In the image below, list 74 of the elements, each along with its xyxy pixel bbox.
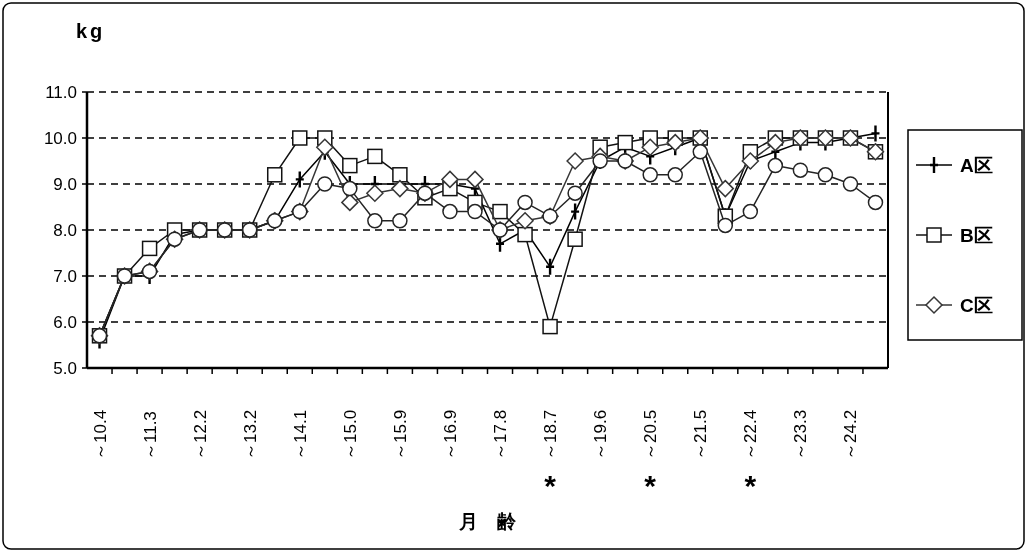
point — [542, 318, 558, 335]
y-tick-label: 6.0 — [53, 313, 77, 332]
point — [767, 157, 784, 174]
legend-label: C区 — [960, 295, 993, 316]
point — [517, 194, 533, 211]
point — [517, 226, 533, 243]
x-tick-label: ～24.2 — [841, 409, 861, 460]
y-tick-label: 8.0 — [53, 221, 77, 240]
x-axis-title: 月 齢 — [458, 511, 517, 532]
point — [867, 194, 884, 211]
point — [567, 185, 583, 201]
point — [391, 179, 409, 198]
y-tick-label: 7.0 — [53, 267, 77, 286]
point — [392, 167, 408, 183]
x-tick-label: ～21.5 — [691, 409, 711, 460]
text: * — [644, 469, 657, 502]
point — [592, 153, 608, 169]
point — [317, 176, 333, 192]
legend-label: A区 — [960, 155, 993, 176]
point — [466, 170, 484, 189]
point — [742, 203, 759, 220]
x-tick-label: ～10.4 — [90, 409, 110, 460]
point — [442, 203, 458, 220]
x-tick-label: ～17.8 — [491, 409, 511, 460]
point — [692, 144, 709, 160]
y-tick-label: 5.0 — [53, 359, 77, 378]
point — [716, 179, 735, 198]
x-tick-label: ～18.7 — [541, 409, 561, 460]
legend-label: B区 — [960, 225, 993, 246]
point — [792, 162, 809, 178]
point — [367, 148, 383, 165]
point — [342, 157, 358, 174]
point — [141, 240, 158, 257]
point — [441, 170, 459, 189]
x-tick-label: ～16.9 — [440, 409, 460, 460]
point — [642, 167, 658, 183]
point — [842, 176, 859, 192]
point — [817, 167, 834, 183]
x-tick-label: ～15.9 — [390, 409, 410, 460]
x-tick-label: ～13.2 — [240, 409, 260, 460]
point — [666, 133, 684, 152]
point — [717, 217, 734, 234]
point — [467, 203, 483, 220]
x-tick-label: ～23.3 — [791, 409, 811, 460]
point — [266, 167, 283, 183]
point — [492, 203, 508, 220]
point — [741, 152, 760, 170]
y-tick-label: 9.0 — [53, 175, 77, 194]
point — [342, 180, 358, 197]
y-tick-label: 11.0 — [45, 83, 77, 102]
x-tick-label: ～14.1 — [290, 409, 310, 460]
point — [516, 212, 534, 230]
point — [617, 134, 633, 151]
point — [392, 213, 408, 229]
x-tick-label: ～15.0 — [340, 409, 360, 460]
text: * — [544, 469, 557, 502]
point — [367, 213, 383, 229]
point — [667, 167, 683, 183]
point — [366, 184, 384, 202]
point — [316, 138, 334, 156]
point — [567, 231, 583, 247]
y-axis-title: kg — [76, 20, 106, 42]
x-tick-label: ～20.5 — [641, 409, 661, 460]
point — [766, 133, 785, 152]
point — [341, 193, 359, 212]
x-tick-label: ～12.2 — [190, 409, 210, 460]
point — [292, 130, 308, 146]
y-tick-label: 10.0 — [43, 129, 77, 148]
point — [566, 152, 584, 170]
x-tick-label: ～22.4 — [741, 409, 761, 460]
x-tick-label: ～19.6 — [591, 409, 611, 460]
x-tick-label: ～11.3 — [140, 411, 160, 460]
point — [641, 138, 659, 156]
text: * — [744, 469, 757, 502]
